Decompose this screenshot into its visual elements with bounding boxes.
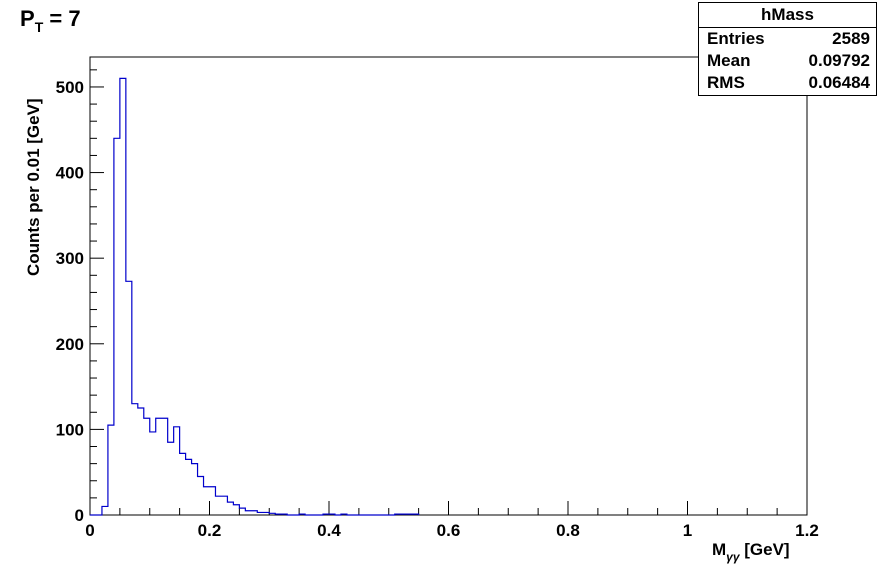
title-suffix: = 7 [43, 6, 81, 31]
y-tick-label: 200 [56, 335, 84, 354]
xlabel-suffix: [GeV] [739, 540, 790, 559]
y-axis-ticks: 0 100 200 300 400 500 [56, 69, 104, 525]
stats-key: Entries [707, 29, 765, 48]
x-axis-ticks: 0 0.2 0.4 0.6 0.8 1 1.2 [85, 501, 819, 540]
stats-title: hMass [699, 3, 876, 28]
y-tick-label: 100 [56, 420, 84, 439]
stats-box: hMass Entries 2589 Mean 0.09792 RMS 0.06… [698, 2, 877, 96]
stats-value: 0.06484 [808, 73, 870, 92]
stats-row-mean: Mean 0.09792 [699, 50, 876, 72]
x-tick-label: 0.4 [317, 521, 341, 540]
stats-row-entries: Entries 2589 [699, 28, 876, 50]
stats-row-rms: RMS 0.06484 [699, 72, 876, 94]
xlabel-main: M [712, 540, 727, 559]
x-tick-label: 0.2 [198, 521, 222, 540]
stats-key: Mean [707, 51, 751, 70]
title-sub: T [34, 19, 44, 35]
x-axis-label: Mγγ [GeV] [712, 540, 790, 564]
y-tick-label: 400 [56, 164, 84, 183]
stats-key: RMS [707, 73, 745, 92]
x-tick-label: 0.6 [437, 521, 461, 540]
y-axis-label: Counts per 0.01 [GeV] [24, 98, 43, 276]
x-tick-label: 1 [683, 521, 692, 540]
y-tick-label: 0 [75, 506, 84, 525]
histogram-line [90, 77, 420, 516]
x-tick-label: 0.8 [556, 521, 580, 540]
y-tick-label: 300 [56, 249, 84, 268]
plot-frame [89, 56, 808, 516]
y-tick-label: 500 [56, 78, 84, 97]
stats-value: 2589 [832, 29, 870, 48]
stats-value: 0.09792 [808, 51, 870, 70]
chart-title: PT = 7 [20, 6, 81, 35]
x-tick-label: 0 [85, 521, 94, 540]
x-tick-label: 1.2 [795, 521, 819, 540]
xlabel-sub: γγ [726, 550, 740, 564]
title-main: P [20, 6, 35, 31]
